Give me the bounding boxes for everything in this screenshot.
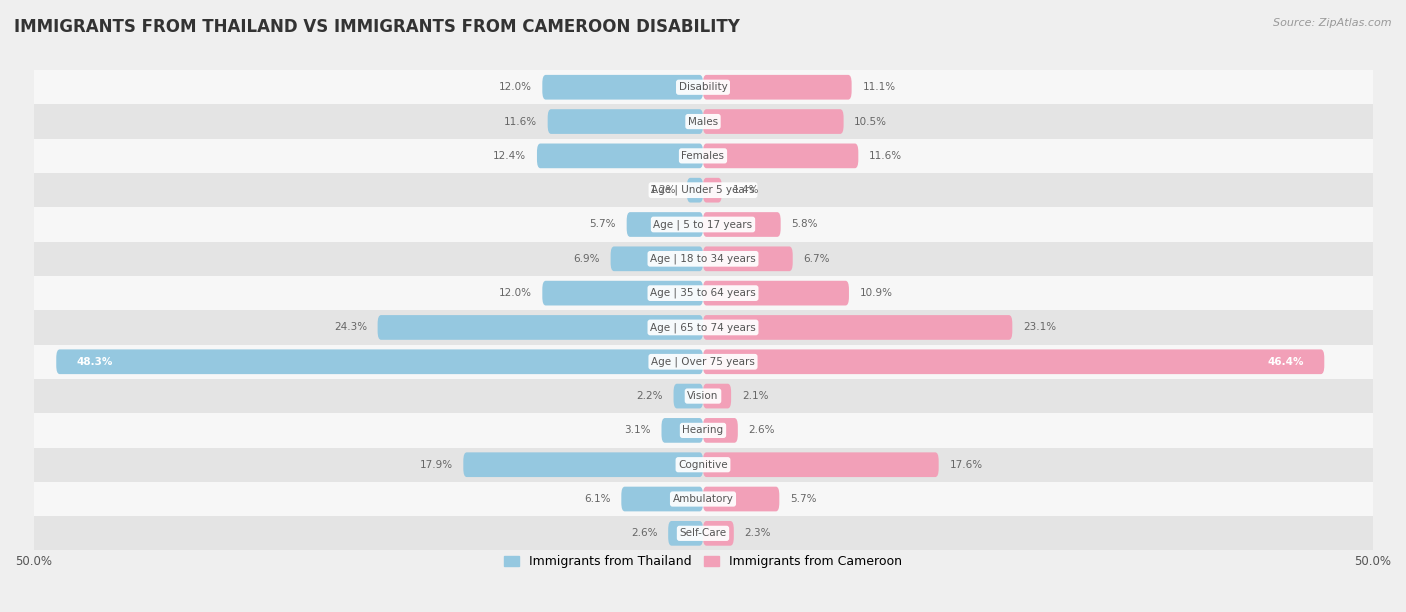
FancyBboxPatch shape (464, 452, 703, 477)
Bar (34, 447, 1372, 482)
FancyBboxPatch shape (703, 212, 780, 237)
Text: 17.6%: 17.6% (949, 460, 983, 469)
Text: 5.7%: 5.7% (589, 220, 616, 230)
FancyBboxPatch shape (703, 418, 738, 442)
Text: 11.6%: 11.6% (503, 116, 537, 127)
Text: 2.3%: 2.3% (745, 528, 770, 539)
Text: 2.2%: 2.2% (637, 391, 662, 401)
Bar (34, 105, 1372, 139)
FancyBboxPatch shape (621, 487, 703, 512)
FancyBboxPatch shape (703, 487, 779, 512)
FancyBboxPatch shape (703, 144, 858, 168)
FancyBboxPatch shape (543, 75, 703, 100)
Text: 11.1%: 11.1% (862, 82, 896, 92)
Text: 2.6%: 2.6% (748, 425, 775, 435)
Text: 11.6%: 11.6% (869, 151, 903, 161)
Text: 6.1%: 6.1% (583, 494, 610, 504)
FancyBboxPatch shape (610, 247, 703, 271)
FancyBboxPatch shape (673, 384, 703, 408)
Text: 48.3%: 48.3% (76, 357, 112, 367)
FancyBboxPatch shape (668, 521, 703, 546)
Text: Age | 65 to 74 years: Age | 65 to 74 years (650, 322, 756, 333)
FancyBboxPatch shape (56, 349, 703, 374)
Text: 1.4%: 1.4% (733, 185, 759, 195)
FancyBboxPatch shape (703, 315, 1012, 340)
FancyBboxPatch shape (703, 281, 849, 305)
Text: 12.0%: 12.0% (499, 288, 531, 298)
Text: 17.9%: 17.9% (419, 460, 453, 469)
Text: 23.1%: 23.1% (1024, 323, 1056, 332)
Text: 46.4%: 46.4% (1268, 357, 1305, 367)
Text: 10.9%: 10.9% (859, 288, 893, 298)
FancyBboxPatch shape (703, 109, 844, 134)
Bar (34, 379, 1372, 413)
FancyBboxPatch shape (703, 521, 734, 546)
Text: Age | 35 to 64 years: Age | 35 to 64 years (650, 288, 756, 299)
Text: IMMIGRANTS FROM THAILAND VS IMMIGRANTS FROM CAMEROON DISABILITY: IMMIGRANTS FROM THAILAND VS IMMIGRANTS F… (14, 18, 740, 36)
Text: 5.7%: 5.7% (790, 494, 817, 504)
Bar (34, 482, 1372, 516)
FancyBboxPatch shape (627, 212, 703, 237)
Text: Age | 5 to 17 years: Age | 5 to 17 years (654, 219, 752, 230)
Text: Age | 18 to 34 years: Age | 18 to 34 years (650, 253, 756, 264)
Bar (34, 173, 1372, 207)
FancyBboxPatch shape (543, 281, 703, 305)
FancyBboxPatch shape (703, 452, 939, 477)
Bar (34, 345, 1372, 379)
Text: Self-Care: Self-Care (679, 528, 727, 539)
Text: Source: ZipAtlas.com: Source: ZipAtlas.com (1274, 18, 1392, 28)
Text: Males: Males (688, 116, 718, 127)
Bar (34, 276, 1372, 310)
Text: Disability: Disability (679, 82, 727, 92)
Text: Age | Over 75 years: Age | Over 75 years (651, 357, 755, 367)
Bar (34, 242, 1372, 276)
Bar (34, 207, 1372, 242)
FancyBboxPatch shape (703, 178, 721, 203)
Text: 2.6%: 2.6% (631, 528, 658, 539)
Text: Hearing: Hearing (682, 425, 724, 435)
Text: 10.5%: 10.5% (855, 116, 887, 127)
Text: 3.1%: 3.1% (624, 425, 651, 435)
Text: 5.8%: 5.8% (792, 220, 818, 230)
Text: 6.9%: 6.9% (574, 254, 600, 264)
Legend: Immigrants from Thailand, Immigrants from Cameroon: Immigrants from Thailand, Immigrants fro… (499, 550, 907, 573)
FancyBboxPatch shape (378, 315, 703, 340)
Text: 12.4%: 12.4% (494, 151, 526, 161)
Text: 24.3%: 24.3% (333, 323, 367, 332)
Bar (34, 413, 1372, 447)
Text: Ambulatory: Ambulatory (672, 494, 734, 504)
Text: Cognitive: Cognitive (678, 460, 728, 469)
FancyBboxPatch shape (537, 144, 703, 168)
Text: 12.0%: 12.0% (499, 82, 531, 92)
FancyBboxPatch shape (703, 75, 852, 100)
FancyBboxPatch shape (688, 178, 703, 203)
FancyBboxPatch shape (703, 349, 1324, 374)
Text: 6.7%: 6.7% (803, 254, 830, 264)
FancyBboxPatch shape (703, 247, 793, 271)
FancyBboxPatch shape (703, 384, 731, 408)
Text: Vision: Vision (688, 391, 718, 401)
Text: Age | Under 5 years: Age | Under 5 years (651, 185, 755, 195)
FancyBboxPatch shape (548, 109, 703, 134)
Bar (34, 310, 1372, 345)
Text: 2.1%: 2.1% (742, 391, 768, 401)
Text: 1.2%: 1.2% (650, 185, 676, 195)
Bar (34, 70, 1372, 105)
Text: Females: Females (682, 151, 724, 161)
FancyBboxPatch shape (661, 418, 703, 442)
Bar (34, 516, 1372, 551)
Bar (34, 139, 1372, 173)
